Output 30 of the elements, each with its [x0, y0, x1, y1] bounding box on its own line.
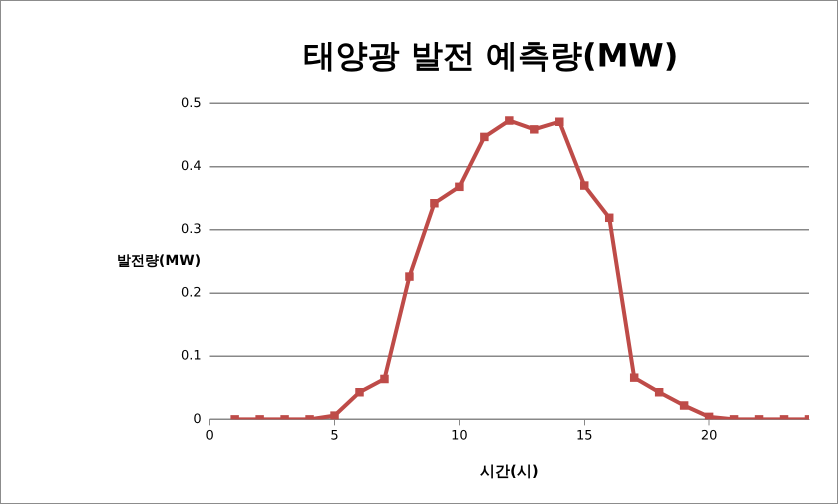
point: [330, 411, 339, 420]
point: [480, 132, 489, 142]
y-tick-label: 0.1: [180, 348, 202, 364]
x-tick-label: 5: [330, 428, 339, 444]
point: [580, 181, 588, 190]
y-tick-label: 0.4: [180, 158, 202, 174]
point: [680, 401, 688, 410]
point: [704, 412, 714, 420]
x-tick-label: 0: [206, 428, 214, 444]
point: [430, 199, 439, 208]
x-tick-label: 15: [576, 428, 593, 444]
point: [530, 125, 539, 134]
y-tick-label: 0.3: [180, 222, 202, 238]
point: [630, 373, 638, 382]
point: [505, 116, 514, 125]
point: [555, 117, 564, 126]
point: [355, 388, 364, 396]
y-tick-label: 0.5: [180, 96, 202, 111]
chart-title: 태양광 발전 예측량(MW): [304, 36, 678, 75]
y-tick-label: 0: [193, 412, 202, 427]
x-tick-label: 20: [700, 428, 718, 444]
point: [455, 182, 464, 192]
y-tick-label: 0.2: [180, 285, 202, 300]
point: [380, 374, 389, 384]
x-tick-label: 10: [451, 428, 468, 444]
point: [604, 214, 614, 222]
point: [405, 272, 414, 281]
y-axis-title: 발전량(MW): [116, 253, 202, 270]
point: [654, 388, 664, 396]
x-axis-title: 시간(시): [480, 462, 539, 480]
